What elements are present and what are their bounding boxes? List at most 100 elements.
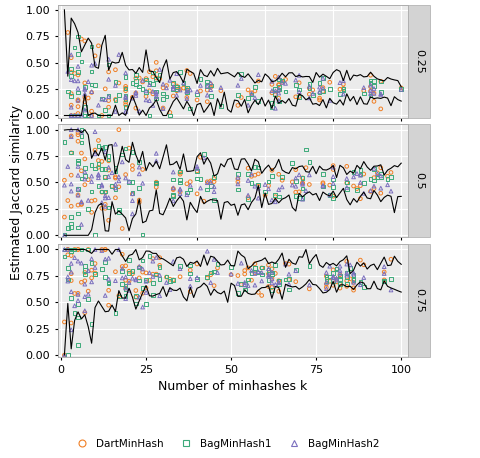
Point — [343, 163, 350, 170]
Point — [278, 79, 286, 86]
Point — [186, 267, 194, 274]
Point — [64, 251, 72, 258]
Point — [84, 246, 92, 253]
Point — [163, 273, 170, 281]
Point — [67, 102, 75, 109]
Point — [336, 267, 344, 274]
Point — [135, 184, 143, 191]
Point — [95, 157, 102, 164]
Point — [204, 274, 211, 282]
Point — [67, 149, 75, 156]
Point — [64, 246, 72, 253]
Point — [81, 37, 89, 44]
Point — [251, 163, 259, 170]
Point — [78, 221, 85, 228]
Point — [387, 173, 395, 180]
Point — [60, 253, 68, 260]
Point — [377, 170, 384, 177]
Point — [210, 188, 218, 195]
Point — [98, 144, 106, 152]
Point — [169, 93, 177, 100]
Point — [367, 187, 374, 194]
Point — [139, 265, 146, 273]
Point — [145, 87, 153, 94]
Point — [153, 59, 160, 66]
Point — [183, 87, 191, 95]
Point — [122, 85, 130, 92]
Point — [101, 148, 109, 155]
Point — [145, 112, 153, 119]
Point — [244, 164, 252, 172]
Point — [329, 162, 337, 169]
Point — [129, 210, 136, 218]
Point — [153, 95, 160, 102]
Point — [319, 179, 327, 186]
Point — [329, 273, 337, 280]
Point — [88, 178, 96, 185]
Point — [132, 287, 140, 294]
Point — [204, 87, 211, 94]
Point — [278, 173, 286, 180]
Point — [71, 302, 78, 310]
Point — [91, 52, 99, 60]
Point — [176, 185, 184, 193]
Point — [122, 262, 130, 269]
Point — [139, 268, 146, 276]
Point — [74, 68, 82, 76]
Point — [268, 265, 276, 273]
Point — [193, 163, 201, 170]
Point — [67, 112, 75, 119]
Point — [248, 173, 255, 180]
Point — [74, 126, 82, 133]
Point — [234, 175, 242, 182]
Point — [333, 265, 340, 273]
Point — [129, 190, 136, 197]
Point — [377, 164, 384, 171]
Point — [343, 185, 350, 193]
Point — [74, 257, 82, 265]
Point — [207, 271, 215, 278]
Point — [244, 194, 252, 201]
Point — [357, 195, 364, 202]
Point — [105, 55, 112, 63]
Point — [207, 179, 215, 186]
Point — [373, 170, 381, 177]
Point — [88, 112, 96, 119]
Point — [64, 88, 72, 95]
Point — [360, 274, 368, 281]
Point — [111, 96, 119, 103]
Point — [275, 87, 283, 94]
Point — [373, 169, 381, 176]
Point — [186, 86, 194, 93]
Point — [197, 75, 204, 82]
Point — [64, 68, 72, 75]
Point — [193, 275, 201, 283]
Point — [84, 78, 92, 85]
Point — [67, 319, 75, 327]
Point — [81, 262, 89, 270]
Point — [129, 162, 136, 169]
Legend: DartMinHash, BagMinHash1, BagMinHash2: DartMinHash, BagMinHash1, BagMinHash2 — [68, 435, 384, 453]
Point — [193, 167, 201, 174]
Point — [251, 171, 259, 179]
Point — [186, 70, 194, 77]
Point — [98, 188, 106, 196]
Point — [139, 180, 146, 187]
Point — [149, 102, 156, 109]
Point — [377, 78, 384, 85]
Point — [254, 185, 262, 192]
Point — [74, 224, 82, 231]
Point — [74, 112, 82, 119]
Point — [193, 190, 201, 197]
Point — [309, 86, 317, 93]
Point — [210, 175, 218, 182]
Point — [67, 246, 75, 253]
Point — [316, 94, 324, 102]
Point — [67, 112, 75, 119]
Point — [275, 193, 283, 200]
Point — [64, 246, 72, 253]
Point — [71, 77, 78, 85]
Point — [67, 277, 75, 284]
Point — [264, 270, 272, 278]
Point — [176, 169, 184, 176]
